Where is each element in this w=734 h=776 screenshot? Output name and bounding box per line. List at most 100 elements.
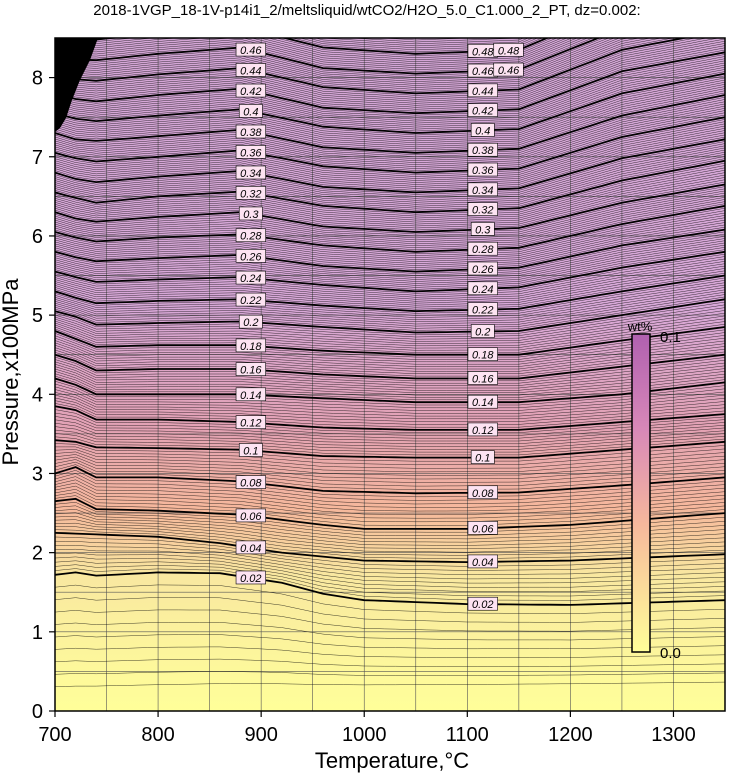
contour-minor	[55, 181, 725, 231]
contour-minor	[55, 294, 725, 329]
contour-major	[55, 51, 725, 115]
contour-label: 0.02	[472, 599, 493, 611]
colorbar-title: wt%	[627, 319, 653, 334]
contour-minor	[55, 165, 725, 217]
contour-minor	[55, 58, 725, 120]
contour-label: 0.44	[240, 65, 261, 77]
contour-minor	[55, 272, 725, 310]
contour-minor	[55, 54, 725, 116]
contour-minor	[55, 38, 697, 96]
contour-minor	[55, 60, 725, 122]
contour-minor	[55, 231, 725, 274]
contour-label-box	[467, 347, 498, 362]
contour-minor	[55, 56, 725, 118]
contour-minor	[55, 38, 589, 70]
contour-minor	[55, 110, 725, 167]
contour-label: 0.34	[472, 185, 493, 197]
contour-minor	[55, 192, 725, 241]
contour-minor	[55, 366, 725, 391]
contour-label: 0.3	[475, 224, 491, 236]
y-tick-label: 6	[32, 226, 43, 248]
x-tick-label: 1100	[446, 724, 489, 746]
contour-label-box	[235, 292, 266, 307]
contour-minor	[55, 190, 725, 239]
contour-label-box	[235, 270, 266, 285]
contour-minor	[55, 426, 725, 447]
contour-minor	[55, 242, 725, 284]
x-tick-label: 700	[38, 724, 71, 746]
contour-minor	[55, 346, 725, 372]
contour-minor	[55, 249, 725, 290]
contour-minor	[55, 105, 725, 163]
contour-label-box	[235, 570, 266, 585]
contour-minor	[55, 75, 725, 136]
contour-minor	[55, 658, 725, 667]
contour-label: 0.06	[240, 511, 262, 523]
y-axis-ticks: 0 1 2 3 4 5 6 7 8	[32, 68, 55, 723]
contour-minor	[55, 71, 725, 132]
contour-minor	[55, 125, 725, 181]
contour-minor	[55, 584, 725, 614]
contour-minor	[55, 348, 725, 374]
chart-title: 2018-1VGP_18-1V-p14i1_2/meltsliquid/wtCO…	[93, 2, 640, 19]
contour-minor	[55, 564, 725, 597]
contour-minor	[55, 287, 725, 323]
contour-minor	[55, 340, 725, 367]
contour-label-box	[235, 415, 266, 429]
contour-minor	[55, 86, 725, 146]
contour-minor	[55, 568, 725, 601]
contour-minor	[55, 197, 725, 245]
contour-major	[55, 38, 601, 75]
contour-minor	[55, 502, 725, 533]
contour-minor	[55, 371, 725, 396]
contour-label: 0.32	[240, 188, 261, 200]
contour-label-box	[467, 302, 498, 316]
contour-minor	[55, 43, 725, 106]
contour-minor	[55, 332, 725, 360]
contour-label-box	[467, 142, 498, 157]
contour-label-box	[235, 42, 266, 57]
contour-minor	[55, 361, 725, 386]
contour-minor	[55, 409, 725, 433]
contour-minor	[55, 88, 725, 148]
contour-minor	[55, 646, 725, 658]
contour-minor	[55, 108, 725, 165]
contour-major	[66, 38, 550, 55]
contour-minor	[322, 38, 525, 45]
contour-minor	[55, 265, 725, 304]
contour-minor	[55, 461, 725, 487]
contour-minor	[55, 356, 725, 382]
contour-major	[55, 466, 725, 495]
contour-minor	[55, 383, 725, 409]
contour-label: 0.1	[243, 446, 258, 458]
contour-label-box	[235, 249, 266, 263]
contour-label-box	[238, 206, 263, 221]
contour-minor	[55, 199, 725, 247]
contour-minor	[55, 79, 725, 140]
contour-minor	[55, 301, 725, 336]
contour-minor	[55, 90, 725, 150]
contour-minor	[55, 519, 725, 550]
y-tick-label: 5	[32, 305, 43, 327]
contour-minor	[55, 446, 725, 466]
contour-minor	[55, 210, 725, 256]
contour-major	[55, 497, 725, 530]
contour-minor	[55, 597, 725, 623]
contour-minor	[55, 394, 725, 420]
contour-label: 0.46	[240, 45, 262, 57]
contour-label: 0.2	[475, 327, 490, 339]
contour-minor	[55, 359, 725, 384]
contour-minor	[55, 310, 725, 342]
contour-minor	[55, 386, 725, 411]
contour-minor	[55, 315, 725, 347]
contour-minor	[55, 162, 725, 215]
contour-lines	[55, 38, 725, 687]
contour-minor	[55, 509, 725, 540]
contour-minor	[55, 380, 725, 406]
contour-minor	[55, 261, 725, 300]
contour-label: 0.12	[240, 418, 261, 430]
contour-minor	[55, 38, 708, 98]
contour-major	[55, 38, 689, 95]
contour-label-box	[235, 186, 266, 200]
